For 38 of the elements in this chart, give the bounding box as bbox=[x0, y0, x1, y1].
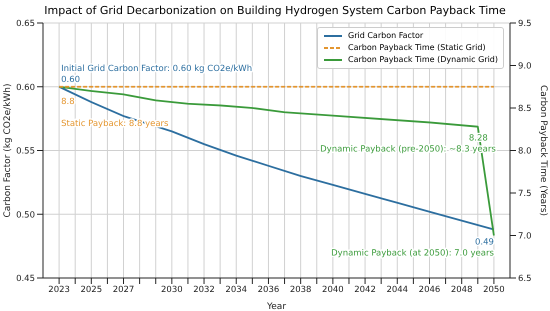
x-tick-label: 2050 bbox=[483, 285, 505, 296]
legend-label: Carbon Payback Time (Dynamic Grid) bbox=[348, 54, 498, 66]
x-tick-label: 2023 bbox=[48, 285, 70, 296]
data-label: 0.49 bbox=[474, 238, 494, 248]
legend-label: Carbon Payback Time (Static Grid) bbox=[348, 42, 486, 54]
y-tick-label: 0.50 bbox=[16, 210, 35, 220]
data-label: 0.60 bbox=[61, 74, 80, 85]
x-tick-label: 2042 bbox=[354, 285, 376, 296]
x-tick-label: 2030 bbox=[161, 285, 183, 296]
x-tick-label: 2038 bbox=[290, 285, 312, 296]
annotation: Dynamic Payback (at 2050): 7.0 years bbox=[331, 248, 494, 259]
y-tick-label: 0.60 bbox=[16, 82, 35, 93]
x-tick-label: 2027 bbox=[112, 285, 134, 296]
y2-tick-label: 9.0 bbox=[518, 62, 532, 72]
y2-tick-label: 7.0 bbox=[518, 232, 532, 242]
x-tick-label: 2046 bbox=[418, 285, 440, 296]
x-tick-label: 2025 bbox=[80, 285, 102, 296]
x-tick-label: 2044 bbox=[386, 285, 408, 296]
y2-tick-label: 8.5 bbox=[518, 104, 532, 114]
x-tick-label: 2032 bbox=[193, 285, 215, 296]
chart-title: Impact of Grid Decarbonization on Building Hydrogen System Carbon Payback Time bbox=[43, 4, 507, 17]
y-tick-label: 0.65 bbox=[16, 19, 35, 30]
y-tick-label: 0.45 bbox=[16, 274, 35, 284]
x-tick-label: 2036 bbox=[258, 285, 280, 296]
x-axis-title: Year bbox=[266, 302, 286, 311]
y-axis-title: Carbon Factor (kg CO2e/kWh) bbox=[3, 84, 14, 218]
legend-label: Grid Carbon Factor bbox=[348, 30, 424, 42]
annotation: Initial Grid Carbon Factor: 0.60 kg CO2e/kWh bbox=[61, 64, 252, 74]
y2-tick-label: 9.5 bbox=[518, 19, 532, 30]
x-tick-label: 2040 bbox=[322, 285, 344, 296]
y2-axis-title: Carbon Payback Time (Years) bbox=[538, 84, 548, 216]
y2-tick-label: 7.5 bbox=[518, 189, 532, 200]
y2-tick-label: 6.5 bbox=[518, 274, 532, 284]
x-tick-label: 2048 bbox=[450, 285, 473, 296]
x-tick-label: 2034 bbox=[225, 285, 248, 296]
y2-tick-label: 8.0 bbox=[518, 146, 532, 157]
y-tick-label: 0.55 bbox=[16, 146, 35, 157]
data-label: 8.8 bbox=[61, 96, 75, 107]
